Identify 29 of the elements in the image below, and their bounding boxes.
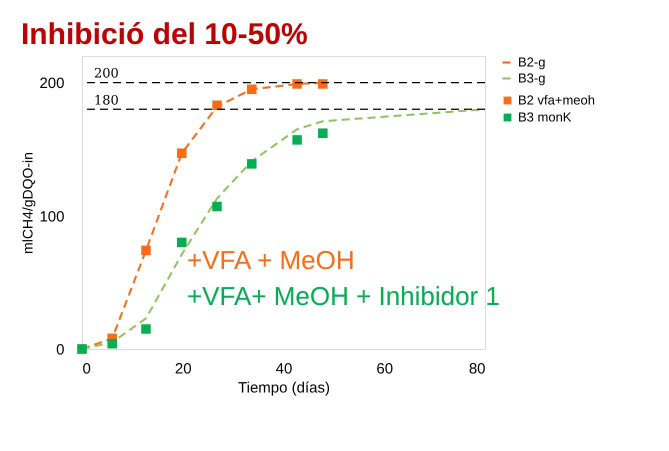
annotation: +VFA + MeOH xyxy=(187,245,355,275)
annotation: +VFA+ MeOH + Inhibidor 1 xyxy=(187,281,500,311)
y-tick-label: 0 xyxy=(56,342,64,358)
x-axis-title: Tiempo (días) xyxy=(238,380,330,396)
chart-title: Inhibició del 10-50% xyxy=(20,18,308,51)
ref-line-label: 180 xyxy=(94,93,119,108)
ref-line-label: 200 xyxy=(94,66,119,82)
y-tick-label: 200 xyxy=(39,75,64,92)
point xyxy=(212,202,222,212)
point xyxy=(247,84,257,94)
legend-label: B2 vfa+meoh xyxy=(518,92,595,108)
x-tick-label: 60 xyxy=(376,360,394,378)
point xyxy=(141,324,151,334)
x-tick-label: 20 xyxy=(174,360,192,378)
point xyxy=(177,238,186,248)
x-tick-label: 40 xyxy=(276,360,292,378)
x-tick-label: 0 xyxy=(82,360,91,378)
point xyxy=(247,159,257,169)
point xyxy=(318,128,328,138)
point xyxy=(292,135,302,145)
y-axis-title: mlCH4/gDQO-in xyxy=(19,152,36,254)
point xyxy=(141,246,151,256)
x-tick-label: 80 xyxy=(468,360,486,378)
legend-label: B3 monK xyxy=(518,110,572,124)
y-tick-label: 100 xyxy=(39,208,64,226)
point xyxy=(107,338,117,348)
point xyxy=(177,148,186,158)
legend-label: B2-g xyxy=(518,54,546,70)
legend-label: B3-g xyxy=(518,70,546,86)
